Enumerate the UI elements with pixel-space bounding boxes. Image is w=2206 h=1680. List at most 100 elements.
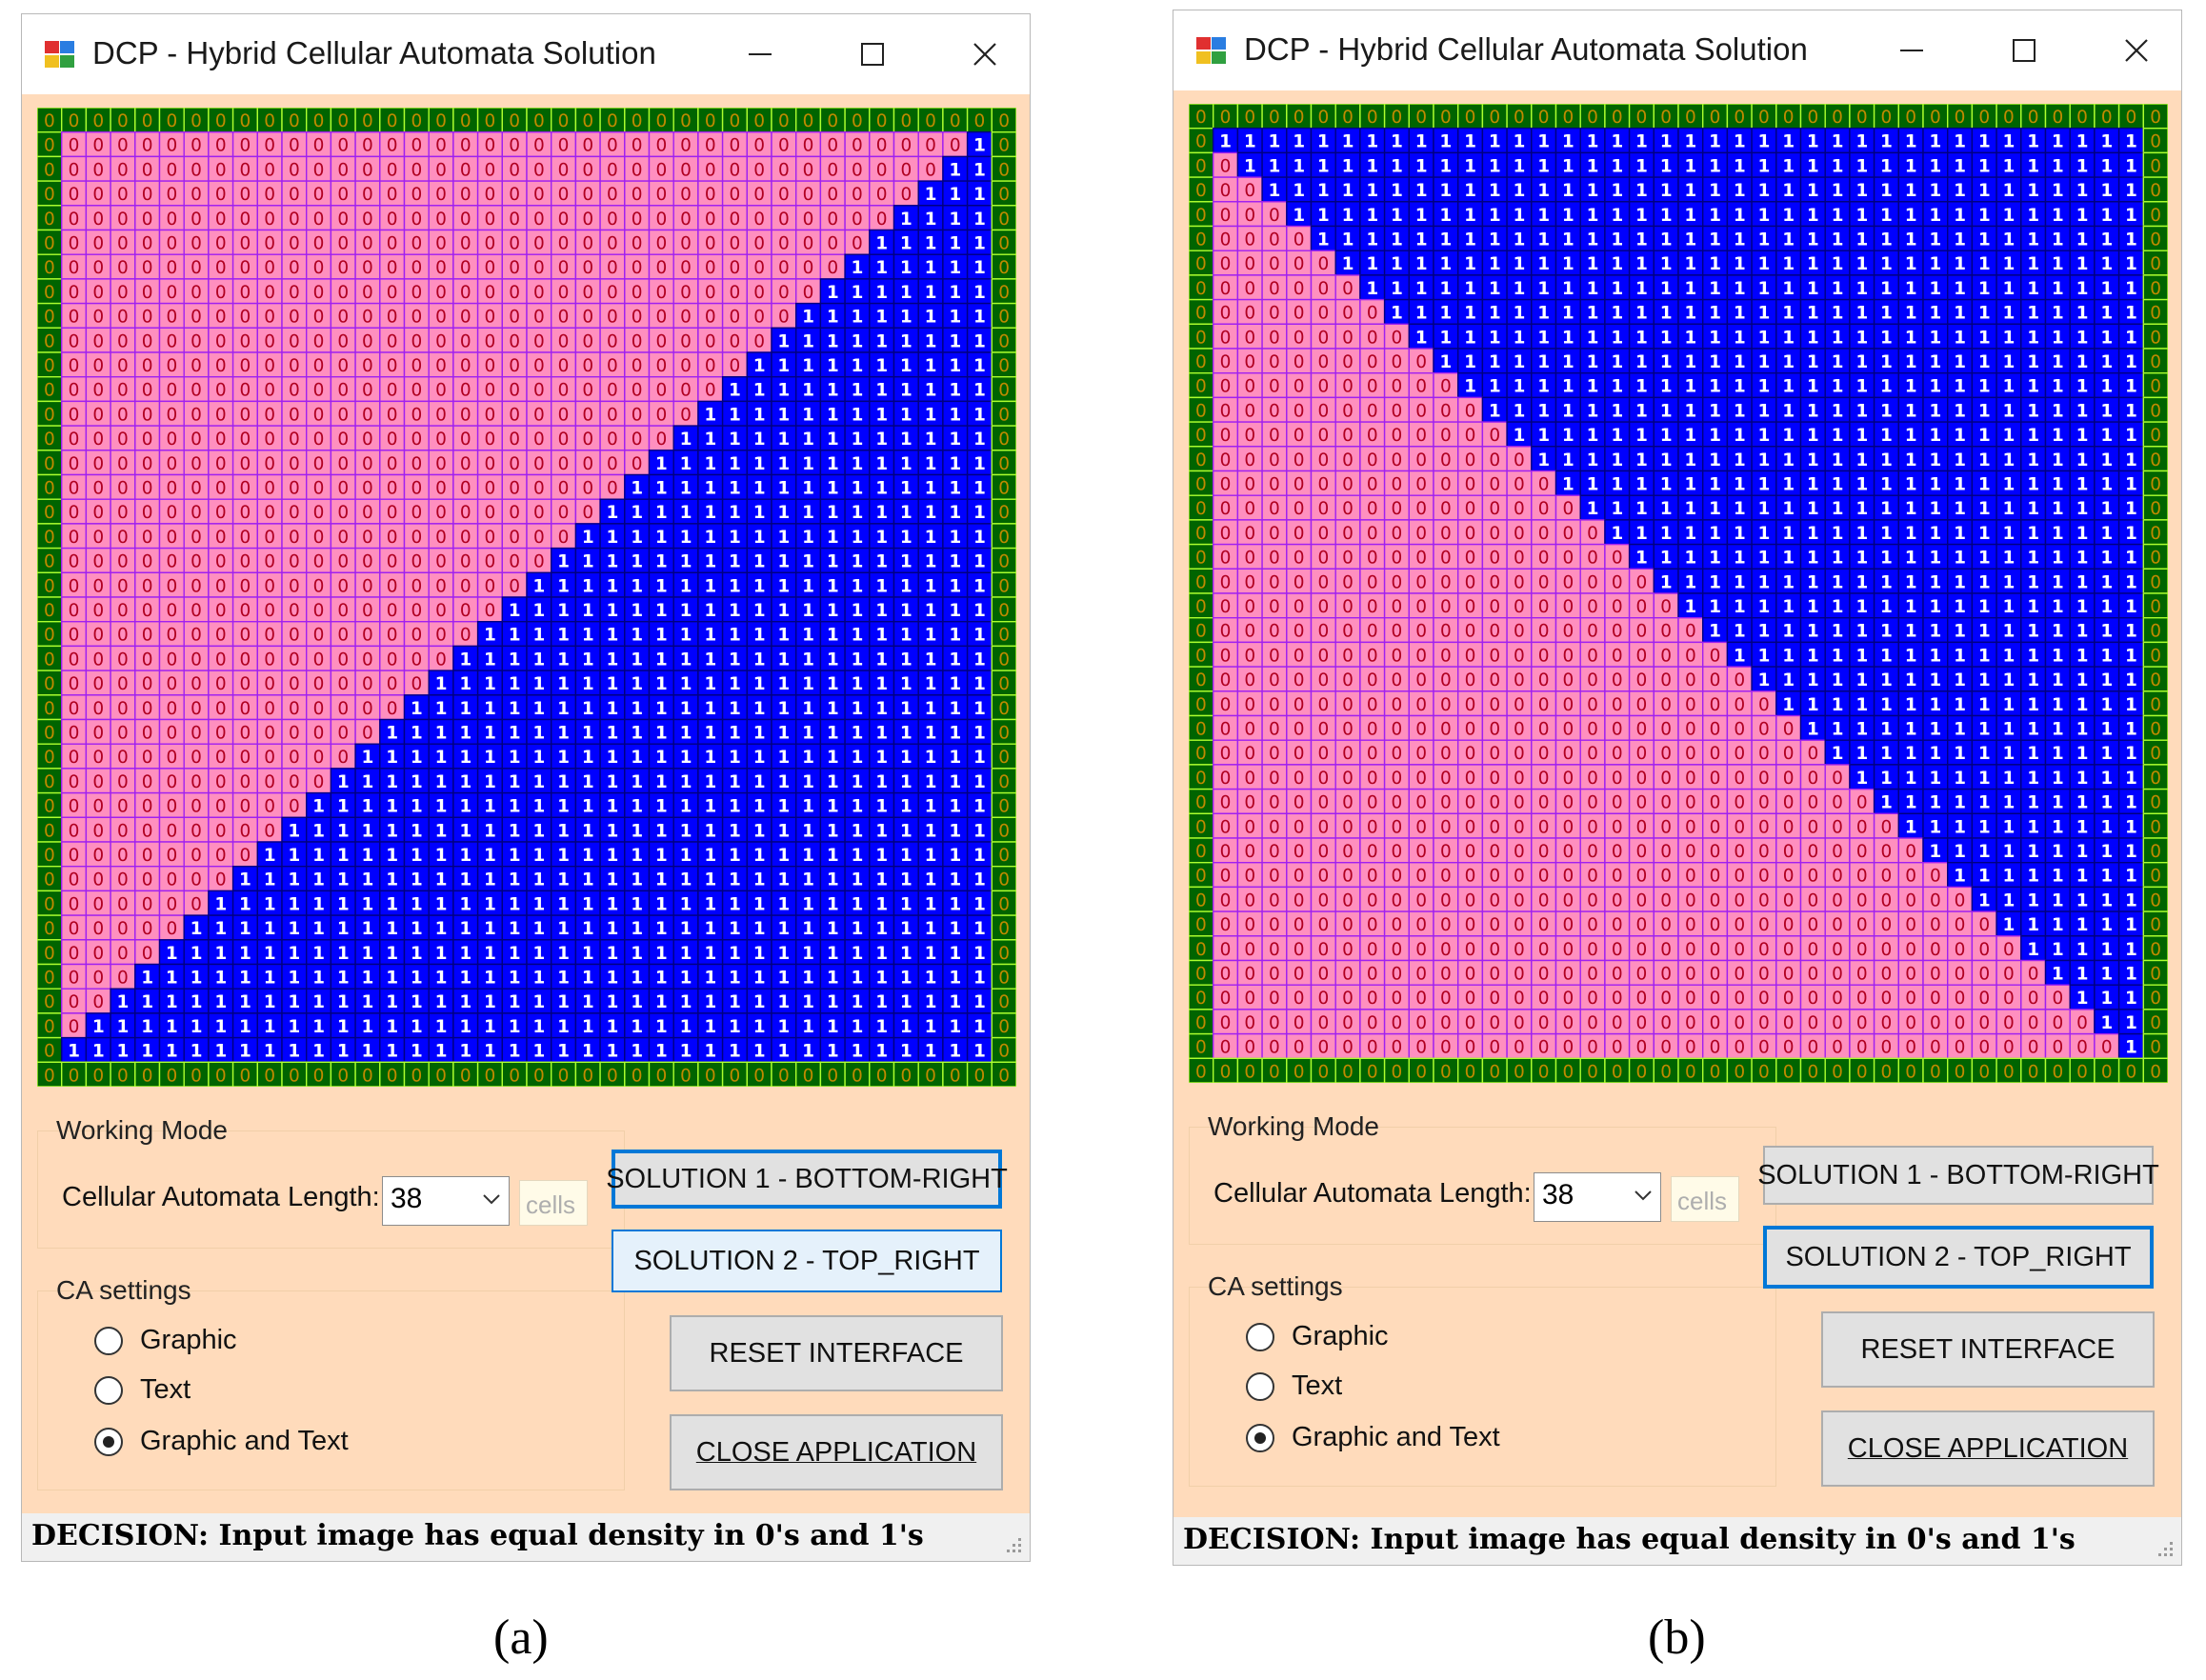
- grid-cell-value: 1: [582, 674, 594, 694]
- grid-cell: [721, 302, 748, 330]
- grid-cell-value: 1: [1855, 572, 1868, 592]
- grid-cell-value: 0: [632, 136, 643, 156]
- grid-cell-value: 0: [387, 479, 398, 499]
- grid-cell-value: 0: [632, 234, 643, 254]
- grid-cell-value: 1: [1391, 156, 1403, 176]
- grid-cell-value: 0: [289, 699, 300, 719]
- boundary-cell-value: 0: [1342, 108, 1354, 128]
- grid-cell-value: 0: [240, 772, 251, 792]
- grid-cell-value: 0: [753, 283, 765, 303]
- app-icon: [43, 39, 77, 70]
- grid-cell-value: 0: [69, 576, 80, 596]
- radio-graphic-circle[interactable]: [94, 1326, 123, 1355]
- grid-cell-value: 1: [631, 772, 643, 792]
- grid-cell-value: 0: [1342, 352, 1354, 372]
- boundary-cell-value: 0: [191, 1066, 202, 1086]
- resize-grip-icon[interactable]: [999, 1530, 1024, 1555]
- grid-cell-value: 1: [900, 210, 912, 230]
- grid-cell-value: 1: [973, 283, 986, 303]
- grid-cell-value: 0: [1636, 622, 1648, 642]
- grid-cell-value: 1: [435, 919, 448, 939]
- grid-cell-value: 1: [1684, 597, 1696, 617]
- grid-cell-value: 0: [1317, 304, 1329, 324]
- grid-cell-value: 0: [1489, 499, 1500, 519]
- grid-cell-value: 1: [141, 1017, 153, 1037]
- grid-cell-value: 1: [1439, 279, 1452, 299]
- close-window-button[interactable]: [953, 28, 1016, 81]
- grid-cell-value: 0: [92, 969, 104, 989]
- grid-cell-value: 1: [973, 969, 986, 989]
- grid-cell-value: 0: [1587, 549, 1598, 569]
- grid-cell-value: 1: [729, 748, 741, 768]
- grid-cell-value: 0: [1244, 499, 1255, 519]
- grid-cell-value: 0: [1514, 475, 1525, 495]
- grid-cell-value: 0: [117, 503, 129, 523]
- grid-cell-value: 1: [582, 1017, 594, 1037]
- boundary-cell-value: 0: [1905, 108, 1916, 128]
- boundary-cell-value: 0: [974, 1066, 986, 1086]
- close-application-label: CLOSE APPLICATION: [695, 1436, 977, 1468]
- grid-cell-value: 0: [509, 185, 520, 205]
- grid-cell-value: 1: [2100, 352, 2113, 372]
- grid-cell-value: 1: [557, 552, 570, 572]
- radio-text[interactable]: Text: [94, 1374, 191, 1406]
- grid-cell-value: 0: [264, 479, 275, 499]
- grid-cell-value: 1: [1782, 304, 1795, 324]
- title-bar[interactable]: DCP - Hybrid Cellular Automata Solution: [1173, 10, 2181, 90]
- grid-cell-value: 1: [949, 626, 961, 646]
- grid-cell-value: 0: [240, 381, 251, 401]
- grid-cell-value: 0: [680, 308, 692, 328]
- grid-cell-value: 1: [532, 797, 545, 817]
- grid-cell-value: 0: [215, 503, 227, 523]
- grid-cell-value: 0: [337, 234, 349, 254]
- grid-cell: [134, 327, 161, 353]
- grid-cell-value: 1: [1587, 499, 1599, 519]
- boundary-cell-value: 0: [1930, 108, 1941, 128]
- solution-2-button[interactable]: SOLUTION 2 - TOP_RIGHT: [612, 1230, 1002, 1292]
- grid-cell-value: 1: [900, 846, 912, 866]
- grid-cell-value: 0: [264, 136, 275, 156]
- boundary-cell: [844, 108, 871, 133]
- grid-cell-value: 0: [1465, 622, 1476, 642]
- title-bar[interactable]: DCP - Hybrid Cellular Automata Solution: [22, 14, 1030, 94]
- grid-cell-value: 1: [1929, 450, 1941, 470]
- grid-cell-value: 0: [69, 870, 80, 890]
- grid-cell-value: 1: [973, 160, 986, 180]
- grid-cell-value: 1: [1317, 206, 1330, 226]
- grid-cell-value: 0: [1269, 352, 1280, 372]
- grid-cell-value: 1: [1635, 304, 1648, 324]
- grid-cell-value: 1: [386, 919, 398, 939]
- boundary-cell-value: 0: [44, 479, 55, 499]
- grid-cell-value: 1: [1905, 206, 1917, 226]
- grid-cell-value: 1: [1293, 132, 1305, 152]
- grid-cell-value: 1: [777, 870, 790, 890]
- grid-cell-value: 0: [92, 748, 104, 768]
- minimize-button[interactable]: [729, 28, 792, 81]
- grid-cell-value: 1: [729, 919, 741, 939]
- grid-cell-value: 0: [191, 748, 202, 768]
- radio-graphic-and-text[interactable]: Graphic and Text: [94, 1426, 349, 1457]
- grid-cell-value: 1: [2076, 352, 2089, 372]
- grid-cell: [892, 205, 919, 231]
- maximize-button[interactable]: [1993, 24, 2056, 77]
- grid-cell-value: 1: [875, 331, 888, 351]
- close-window-button[interactable]: [2105, 24, 2168, 77]
- radio-graphic-and-text-circle[interactable]: [94, 1427, 123, 1456]
- grid-cell-value: 0: [240, 454, 251, 474]
- close-application-button[interactable]: CLOSE APPLICATION: [670, 1414, 1003, 1490]
- grid-cell: [134, 253, 161, 280]
- solution-1-button[interactable]: SOLUTION 1 - BOTTOM-RIGHT: [606, 1150, 1008, 1209]
- grid-cell-value: 1: [1514, 156, 1526, 176]
- grid-cell-value: 1: [949, 479, 961, 499]
- ca-length-select[interactable]: 38: [382, 1176, 510, 1226]
- grid-cell-value: 1: [1562, 230, 1574, 250]
- radio-graphic[interactable]: Graphic: [94, 1325, 237, 1356]
- grid-cell-value: 1: [1929, 597, 1941, 617]
- reset-interface-button[interactable]: RESET INTERFACE: [670, 1315, 1003, 1391]
- minimize-button[interactable]: [1880, 24, 1943, 77]
- grid-cell-value: 0: [191, 356, 202, 376]
- radio-text-circle[interactable]: [94, 1375, 123, 1405]
- grid-cell-value: 1: [459, 870, 471, 890]
- grid-cell-value: 0: [778, 283, 790, 303]
- maximize-button[interactable]: [841, 28, 904, 81]
